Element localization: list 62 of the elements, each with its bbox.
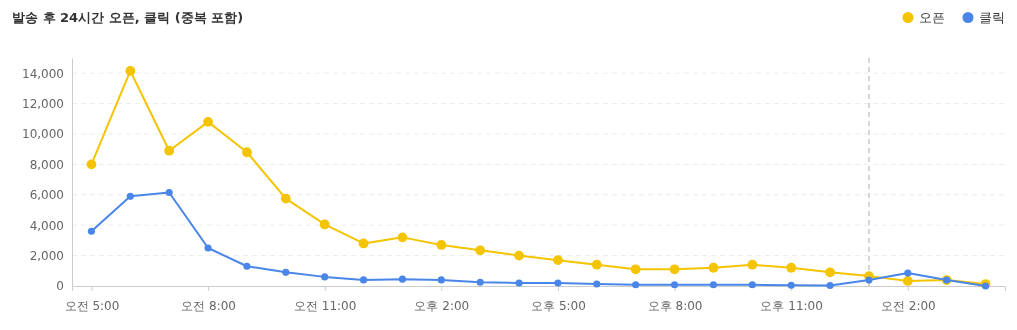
point: [786, 262, 797, 273]
point: [358, 238, 369, 249]
point: [902, 276, 913, 286]
point: [280, 193, 291, 204]
point: [437, 276, 445, 284]
y-tick-label: 2,000: [29, 248, 64, 263]
point: [632, 281, 640, 289]
point: [591, 259, 602, 270]
point: [243, 262, 251, 270]
x-tick-label: 오전 2:00: [880, 298, 936, 313]
point: [826, 281, 834, 290]
point: [242, 147, 252, 158]
point: [554, 279, 562, 287]
legend-label: 오픈: [919, 10, 945, 25]
x-tick-label: 오후 2:00: [414, 298, 470, 313]
point: [125, 66, 136, 76]
y-tick-label: 0: [56, 279, 64, 294]
point: [321, 273, 329, 281]
point: [825, 267, 835, 278]
y-tick-label: 14,000: [22, 66, 64, 81]
point: [904, 269, 912, 277]
point: [669, 264, 680, 275]
point: [514, 250, 524, 261]
point: [164, 145, 175, 156]
point: [593, 280, 601, 288]
x-tick-label: 오전 11:00: [293, 298, 357, 313]
point: [126, 192, 134, 200]
point: [203, 116, 213, 127]
point: [630, 264, 641, 275]
point: [359, 276, 368, 284]
point: [87, 227, 96, 235]
x-tick-label: 오전 5:00: [64, 298, 120, 313]
point: [319, 219, 330, 230]
point: [787, 281, 795, 289]
y-tick-label: 4,000: [29, 218, 64, 233]
y-tick-label: 8,000: [29, 157, 64, 172]
x-tick-label: 오후 11:00: [760, 298, 823, 313]
point: [865, 276, 873, 284]
legend-label: 클릭: [979, 10, 1005, 25]
point: [475, 245, 486, 256]
y-tick-label: 12,000: [22, 96, 64, 111]
x-tick-label: 오후 8:00: [647, 298, 703, 313]
point: [708, 262, 719, 273]
point: [398, 275, 407, 283]
y-tick-label: 6,000: [29, 188, 64, 203]
y-tick-label: 10,000: [22, 127, 64, 142]
point: [670, 281, 679, 289]
point: [86, 159, 97, 170]
x-tick-label: 오후 5:00: [531, 298, 586, 313]
point: [436, 240, 447, 250]
point: [165, 188, 173, 197]
point: [282, 268, 290, 276]
point: [476, 278, 484, 286]
x-tick-label: 오전 8:00: [181, 298, 236, 313]
point: [553, 255, 563, 266]
chart-title: 발송 후 24시간 오픈, 클릭 (중복 포함): [12, 10, 244, 25]
point: [747, 259, 758, 270]
point: [515, 279, 523, 287]
point: [748, 281, 756, 289]
point: [709, 281, 718, 289]
point: [397, 232, 408, 243]
point: [204, 244, 212, 252]
